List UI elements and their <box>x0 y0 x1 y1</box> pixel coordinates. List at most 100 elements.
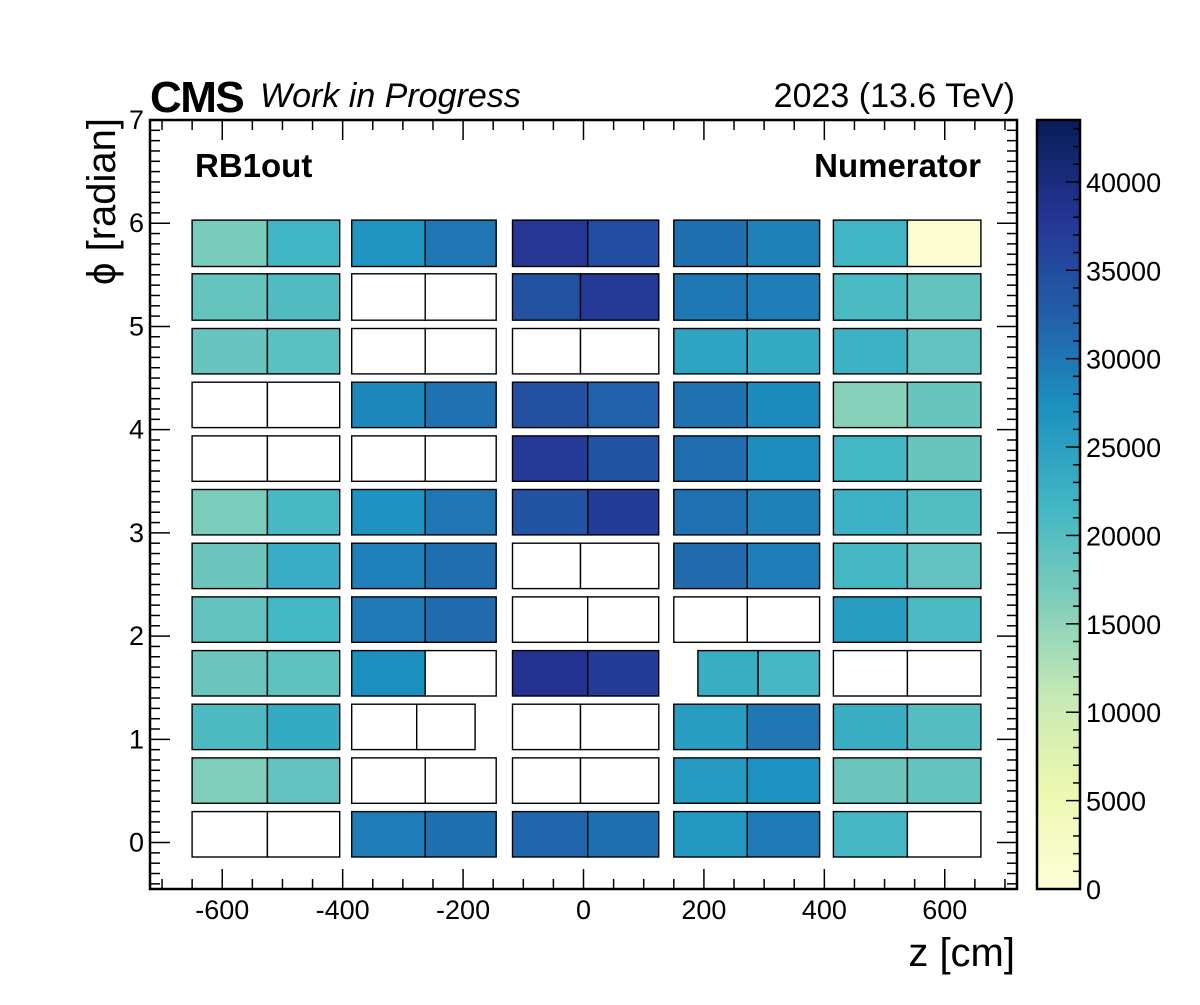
heatmap-cell <box>587 488 660 536</box>
heatmap-cell <box>587 381 660 429</box>
y-tick-label: 5 <box>129 311 144 341</box>
colorbar-tick-label: 15000 <box>1086 610 1161 640</box>
heatmap-cell <box>906 757 982 805</box>
heatmap-cell <box>587 435 660 482</box>
heatmap-cell <box>191 327 269 375</box>
heatmap-cell <box>579 542 660 590</box>
heatmap-cell <box>424 649 497 697</box>
heatmap-cell <box>906 488 982 536</box>
y-tick-label: 7 <box>129 105 144 135</box>
heatmap-cell <box>351 273 426 321</box>
heatmap-cell <box>587 810 660 858</box>
x-tick-label: 600 <box>922 895 967 925</box>
axis-ticks: -600 -400 -200 0 200 400 600 0 1 2 3 4 5 6 7 <box>129 105 1017 925</box>
heatmap-cell <box>424 327 497 375</box>
heatmap-cells <box>191 219 982 858</box>
heatmap-cell <box>266 488 341 536</box>
run-info-label: 2023 (13.6 TeV) <box>774 77 1015 115</box>
heatmap-cell <box>832 273 909 321</box>
heatmap-cell <box>906 273 982 321</box>
y-tick-label: 3 <box>129 518 144 548</box>
heatmap-cell <box>906 596 982 644</box>
heatmap-cell <box>832 757 909 805</box>
heatmap-cell <box>746 596 821 644</box>
heatmap-cell <box>757 649 821 697</box>
colorbar-tick-label: 10000 <box>1086 698 1161 728</box>
heatmap-cell <box>191 757 269 805</box>
heatmap-cell <box>832 703 909 751</box>
heatmap-cell <box>424 381 497 429</box>
heatmap-cell <box>424 757 497 805</box>
heatmap-cell <box>351 757 426 805</box>
heatmap-cell <box>266 219 341 268</box>
heatmap-cell <box>746 435 821 482</box>
heatmap-cell <box>746 381 821 429</box>
heatmap-cell <box>511 757 582 805</box>
quantity-label: Numerator <box>814 147 981 184</box>
heatmap-cell <box>906 327 982 375</box>
heatmap-cell <box>191 488 269 536</box>
heatmap-cell <box>673 488 748 536</box>
heatmap-cell <box>746 703 821 751</box>
x-axis-title: z [cm] <box>908 931 1015 975</box>
heatmap-cell <box>832 810 909 858</box>
y-axis-title: ϕ [radian] <box>80 118 124 285</box>
heatmap-cell <box>511 327 582 375</box>
heatmap-cell <box>266 649 341 697</box>
heatmap-cell <box>511 381 589 429</box>
heatmap-cell <box>673 273 748 321</box>
heatmap-cell <box>191 596 269 644</box>
colorbar-tick-label: 20000 <box>1086 521 1161 551</box>
y-tick-label: 4 <box>129 415 144 445</box>
heatmap-cell <box>746 542 821 590</box>
x-tick-label: 400 <box>802 895 847 925</box>
heatmap-cell <box>906 649 982 697</box>
heatmap-cell <box>906 381 982 429</box>
heatmap-cell <box>191 810 269 858</box>
heatmap-cell <box>351 810 426 858</box>
colorbar-tick-label: 35000 <box>1086 256 1161 286</box>
heatmap-cell <box>266 273 341 321</box>
heatmap-cell <box>424 596 497 644</box>
heatmap-cell <box>746 757 821 805</box>
heatmap-cell <box>351 542 426 590</box>
cms-label: CMS <box>150 73 243 122</box>
heatmap-cell <box>906 542 982 590</box>
colorbar-tick-label: 30000 <box>1086 345 1161 375</box>
heatmap-cell <box>832 435 909 482</box>
heatmap-cell <box>673 810 748 858</box>
x-tick-label: 200 <box>681 895 726 925</box>
heatmap-cell <box>832 327 909 375</box>
heatmap-cell <box>351 381 426 429</box>
heatmap-cell <box>424 542 497 590</box>
heatmap-cell <box>424 435 497 482</box>
heatmap-cell <box>191 273 269 321</box>
heatmap-cell <box>832 219 909 268</box>
heatmap-cell <box>673 757 748 805</box>
heatmap-cell <box>906 810 982 858</box>
heatmap-cell <box>266 703 341 751</box>
colorbar-tick-label: 0 <box>1086 875 1101 905</box>
colorbar-tick-label: 40000 <box>1086 168 1161 198</box>
heatmap-cell <box>697 649 759 697</box>
heatmap-cell <box>351 649 426 697</box>
heatmap-cell <box>424 273 497 321</box>
heatmap-cell <box>579 757 660 805</box>
heatmap-cell <box>746 810 821 858</box>
y-tick-label: 2 <box>129 621 144 651</box>
heatmap-cell <box>424 488 497 536</box>
heatmap-cell <box>266 435 341 482</box>
heatmap-cell <box>673 219 748 268</box>
heatmap-cell <box>511 542 582 590</box>
colorbar: 0 5000 10000 15000 20000 25000 30000 35000 40000 <box>1035 118 1161 905</box>
heatmap-cell <box>511 596 589 644</box>
heatmap-cell <box>906 703 982 751</box>
region-label: RB1out <box>195 147 312 184</box>
heatmap-cell <box>511 273 582 321</box>
heatmap-cell <box>416 703 476 751</box>
heatmap-cell <box>832 649 909 697</box>
heatmap-cell <box>587 596 660 644</box>
y-tick-label: 6 <box>129 208 144 238</box>
